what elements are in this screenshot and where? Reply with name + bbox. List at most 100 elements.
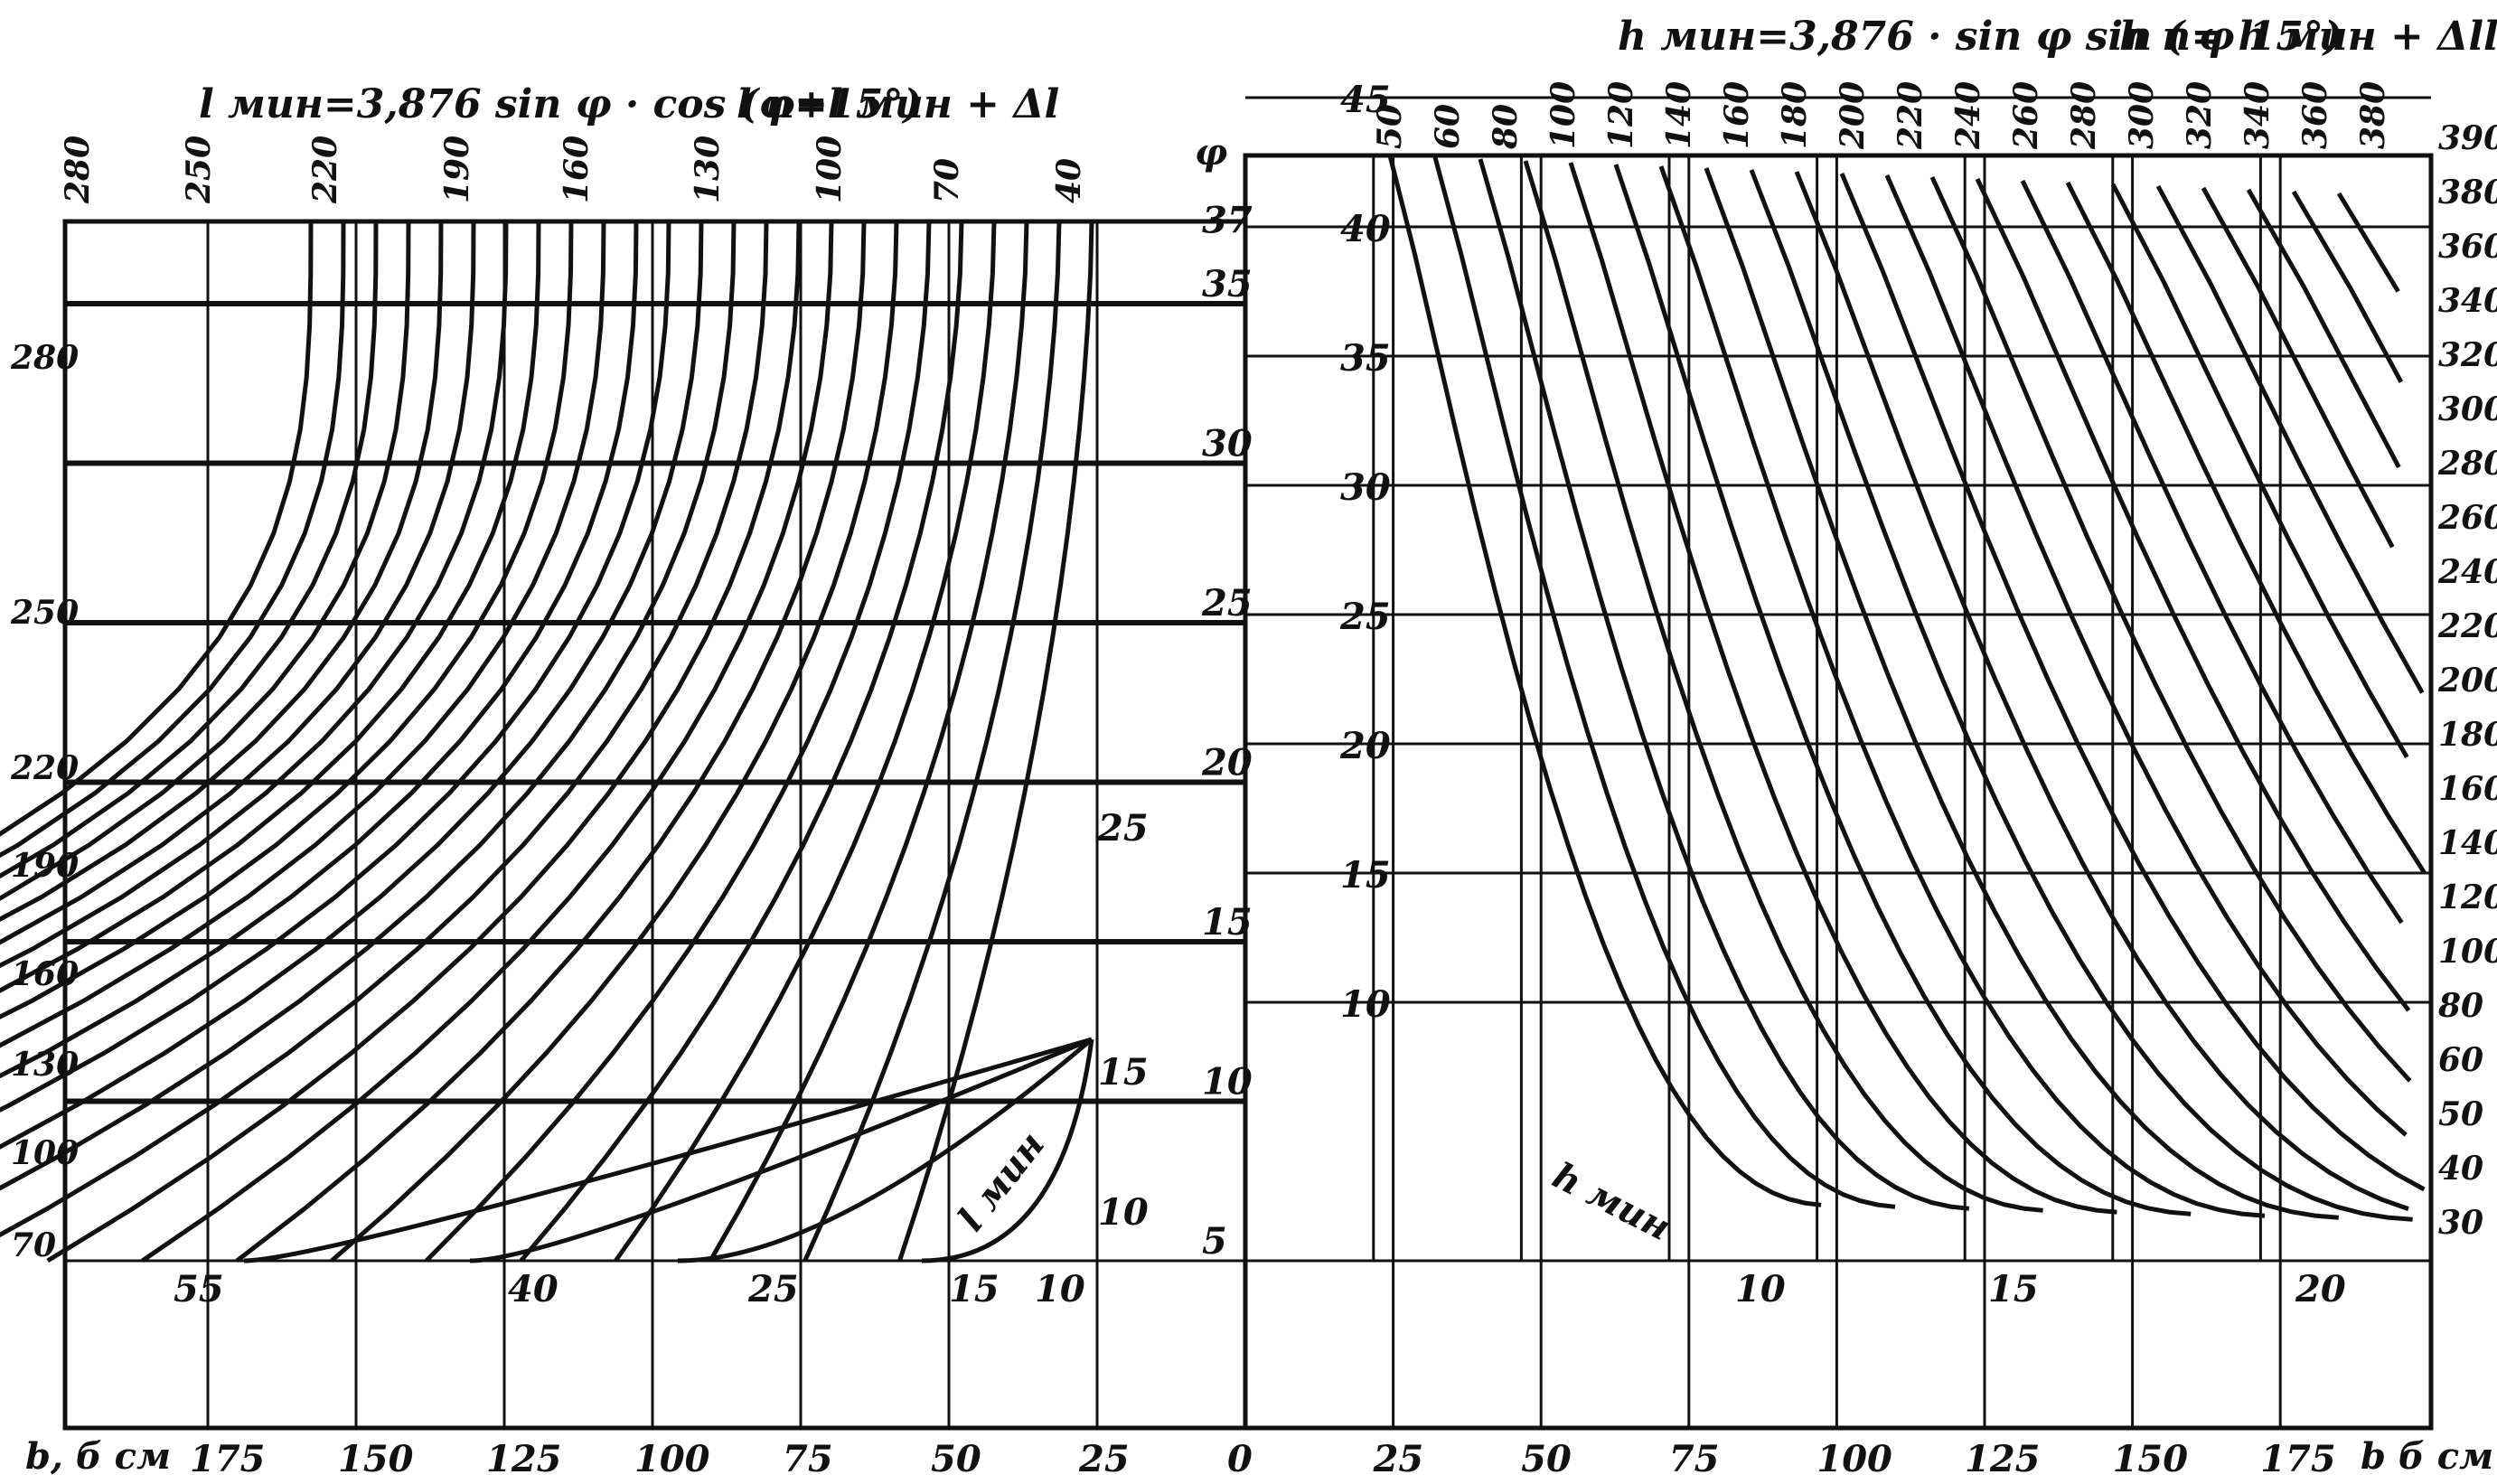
- lmin-value-label: 25: [747, 1268, 799, 1310]
- right-side-scale-label: 60: [2438, 1041, 2483, 1079]
- lmin-base-curve: [243, 1037, 1093, 1263]
- right-top-scale-label: 200: [1834, 81, 1872, 150]
- left-x-tick-label: 125: [486, 1438, 562, 1480]
- right-phi-tick-label: 45: [1340, 79, 1391, 121]
- lmin-base-curve: [677, 1038, 1094, 1263]
- lmin-end-label: 10: [1098, 1191, 1149, 1234]
- right-phi-tick-label: 10: [1340, 983, 1391, 1026]
- hmin-curve: [2110, 183, 2409, 758]
- hmin-curve: [1749, 169, 2413, 1222]
- right-top-scale-label: 140: [1660, 81, 1698, 149]
- right-top-scale-label: 320: [2181, 81, 2219, 149]
- right-side-scale-label: 280: [2437, 445, 2497, 483]
- hmin-curve: [2336, 192, 2400, 293]
- lmin-end-label: 15: [1098, 1051, 1149, 1094]
- lmin-curve: [0, 221, 411, 901]
- hmin-curve: [1523, 160, 2043, 1213]
- right-side-scale-label: 40: [2438, 1150, 2483, 1188]
- right-side-scale-label: 240: [2437, 553, 2497, 591]
- lmin-curve: [330, 221, 899, 1263]
- left-phi-tick-label: 35: [1202, 263, 1253, 305]
- lmin-curve: [46, 221, 802, 1263]
- hmin-curve: [1613, 164, 2192, 1216]
- right-formula-hmin: h мин=3,876 · sin φ sin ( φ 15°): [1618, 14, 2342, 60]
- right-side-scale-label: 300: [2438, 390, 2497, 428]
- lmin-base-curve: [469, 1037, 1093, 1263]
- left-phi-tick-label: 37: [1202, 199, 1253, 241]
- hmin-curve: [2291, 190, 2404, 383]
- right-phi-tick-label: 35: [1340, 337, 1391, 380]
- left-top-scale-label: 70: [928, 158, 966, 203]
- right-top-scale-label: 120: [1602, 81, 1640, 149]
- right-top-scale-label: 280: [2065, 81, 2103, 150]
- hmin-curve: [1432, 156, 1896, 1209]
- hmin-curve: [1704, 167, 2340, 1220]
- left-x-tick-label: 0: [1227, 1438, 1253, 1480]
- left-top-scale-label: 190: [438, 136, 476, 203]
- right-side-scale-label: 320: [2438, 336, 2497, 374]
- left-side-scale-label: 160: [11, 955, 79, 993]
- left-x-tick-label: 50: [931, 1438, 981, 1480]
- left-phi-tick-label: 5: [1202, 1220, 1227, 1263]
- lmin-curve: [0, 221, 379, 879]
- left-x-tick-label: 175: [190, 1438, 266, 1480]
- left-phi-tick-label: 30: [1202, 423, 1253, 465]
- right-top-scale-label: 300: [2123, 81, 2161, 149]
- right-side-scale-label: 120: [2438, 878, 2497, 916]
- right-top-scale-label: 160: [1718, 81, 1756, 149]
- lmin-curve: [803, 221, 1062, 1263]
- right-phi-tick-label: 15: [1340, 854, 1391, 897]
- left-side-scale-label: 190: [11, 847, 79, 885]
- hmin-curve: [1568, 162, 2117, 1215]
- hmin-value-label: 10: [1735, 1268, 1786, 1310]
- hmin-curve: [1975, 177, 2411, 1012]
- left-top-scale-label: 280: [59, 136, 97, 204]
- lmin-curve: [519, 221, 964, 1263]
- hmin-curve: [1478, 158, 1970, 1211]
- right-top-scale-label: 360: [2296, 81, 2334, 149]
- right-x-tick-label: 75: [1669, 1438, 1720, 1480]
- hmin-curve: [1658, 165, 2266, 1218]
- left-top-scale-label: 220: [306, 136, 344, 204]
- left-top-scale-label: 100: [811, 136, 849, 203]
- lmin-curve: [424, 221, 932, 1263]
- right-side-scale-label: 220: [2437, 607, 2497, 645]
- hmin-curve: [2201, 186, 2395, 549]
- right-x-tick-label: 150: [2113, 1438, 2189, 1480]
- right-x-tick-label: 50: [1521, 1438, 1572, 1480]
- right-side-scale-label: 340: [2438, 282, 2497, 320]
- lmin-curve: [141, 221, 834, 1263]
- lmin-end-label: 25: [1097, 807, 1149, 850]
- left-x-tick-label: 75: [783, 1438, 833, 1480]
- right-x-tick-label: 125: [1965, 1438, 2041, 1480]
- left-side-scale-label: 70: [11, 1226, 56, 1264]
- hmin-value-label: 20: [2295, 1268, 2346, 1310]
- right-top-scale-label: 60: [1429, 104, 1467, 149]
- lmin-curve: [0, 221, 704, 1150]
- right-x-tick-label: 175: [2260, 1438, 2336, 1480]
- left-top-scale-label: 160: [558, 136, 596, 203]
- curve-layer: [0, 155, 2427, 1263]
- lmin-value-label: 10: [1035, 1268, 1085, 1310]
- right-panel-frame: [1243, 153, 2434, 1431]
- right-side-scale-label: 380: [2438, 174, 2497, 211]
- hmin-curve: [2155, 184, 2425, 694]
- right-formula-hn: h п= h мин + Δllgφ: [2119, 14, 2497, 60]
- lmin-curve: [0, 221, 574, 1019]
- right-x-tick-label: 100: [1816, 1438, 1892, 1480]
- right-top-scale-label: 100: [1544, 81, 1582, 149]
- lmin-curve: [614, 221, 997, 1263]
- left-phi-tick-label: 15: [1202, 901, 1253, 944]
- hmin-curve: [2020, 179, 2404, 925]
- right-top-scale-label: 50: [1371, 104, 1409, 149]
- left-x-tick-label: 25: [1078, 1438, 1130, 1480]
- lmin-curve: [0, 221, 606, 1048]
- hmin-curve: [1929, 175, 2412, 1083]
- lmin-value-label: 55: [174, 1268, 224, 1310]
- hmin-curve: [1794, 171, 2409, 1211]
- grid-layer: [62, 96, 2434, 1431]
- left-top-scale-label: 250: [180, 136, 218, 204]
- right-phi-tick-label: 30: [1340, 466, 1391, 509]
- left-side-scale-label: 220: [10, 749, 79, 787]
